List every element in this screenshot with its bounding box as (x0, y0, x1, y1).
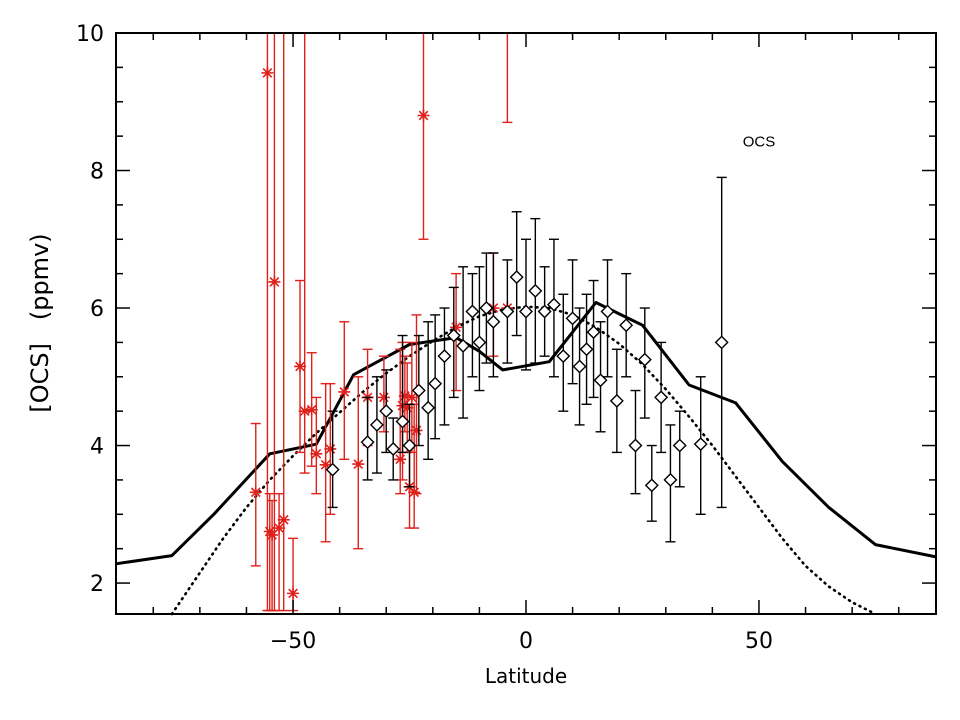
tick-labels: 2 4 6 8 10 −50 0 50 (76, 22, 773, 654)
asterisk-point (394, 453, 407, 466)
asterisk-point (401, 401, 414, 414)
diamond-point (637, 352, 652, 367)
asterisk-point (268, 275, 281, 288)
asterisk-point (266, 528, 279, 541)
diamond-point (579, 342, 594, 357)
y-tick-label: 4 (90, 435, 104, 460)
diamond-point (402, 438, 417, 453)
y-tick-label: 10 (76, 22, 104, 47)
asterisk-point (249, 486, 262, 499)
diamond-point (479, 301, 494, 316)
asterisk-point (273, 522, 286, 535)
diamond-point (546, 297, 561, 312)
diamond-point (619, 318, 634, 333)
asterisk-point (310, 447, 323, 460)
x-tick-label: 50 (745, 629, 773, 654)
ocs-annotation: OCS (743, 133, 776, 150)
diamond-point (446, 328, 461, 343)
diamond-point (500, 304, 515, 319)
y-tick-label: 2 (90, 572, 104, 597)
diamond-point (528, 283, 543, 298)
diamond-point (565, 311, 580, 326)
diamond-point (663, 472, 678, 487)
asterisk-point (298, 405, 311, 418)
diamond-point (537, 304, 552, 319)
x-tick-label: 0 (519, 629, 533, 654)
diamond-point (360, 435, 375, 450)
diamond-point (714, 335, 729, 350)
x-tick-label: −50 (270, 629, 316, 654)
diamond-point (644, 478, 659, 493)
diamond-point (428, 376, 443, 391)
asterisk-point (405, 391, 418, 404)
asterisk-point (287, 587, 300, 600)
diamond-point (395, 414, 410, 429)
diamond-point (325, 462, 340, 477)
axis-ticks (116, 32, 936, 614)
diamond-point (519, 304, 533, 319)
asterisk-point (352, 458, 365, 471)
asterisk-point (398, 390, 411, 403)
x-axis-label: Latitude (485, 664, 567, 688)
asterisk-point (450, 321, 463, 334)
solid-model-line (115, 301, 937, 566)
asterisk-point (319, 458, 332, 471)
asterisk-point (410, 424, 423, 437)
asterisk-point (277, 513, 290, 526)
diamond-point (693, 437, 708, 452)
asterisk-point (294, 360, 307, 373)
asterisk-point (324, 442, 337, 455)
diamond-point (456, 338, 471, 353)
y-tick-label: 8 (90, 160, 104, 185)
diamond-point (379, 404, 394, 419)
diamond-point (654, 390, 669, 405)
diamond-point (628, 438, 643, 453)
asterisk-point (408, 486, 421, 499)
diamond-point (509, 270, 524, 285)
diamond-point (465, 304, 480, 319)
diamond-point (386, 441, 401, 456)
diamond-point (572, 359, 587, 374)
y-axis-label: [OCS] (ppmv) (26, 233, 54, 412)
asterisk-point (305, 403, 318, 416)
diamond-point (472, 335, 487, 350)
diamond-point (672, 438, 687, 453)
diamond-point (437, 349, 452, 364)
diamond-point (600, 304, 615, 319)
diamond-point (369, 417, 384, 432)
diamond-point (411, 383, 426, 398)
black-observations (325, 176, 729, 543)
diamond-point (421, 400, 436, 415)
asterisk-point (417, 109, 430, 122)
asterisk-point (338, 385, 351, 398)
diamond-point (556, 349, 571, 364)
diamond-point (609, 393, 624, 408)
y-tick-label: 6 (90, 297, 104, 322)
diamond-point (586, 325, 601, 340)
asterisk-point (377, 391, 390, 404)
asterisk-point (261, 66, 274, 79)
diamond-point (486, 314, 501, 329)
